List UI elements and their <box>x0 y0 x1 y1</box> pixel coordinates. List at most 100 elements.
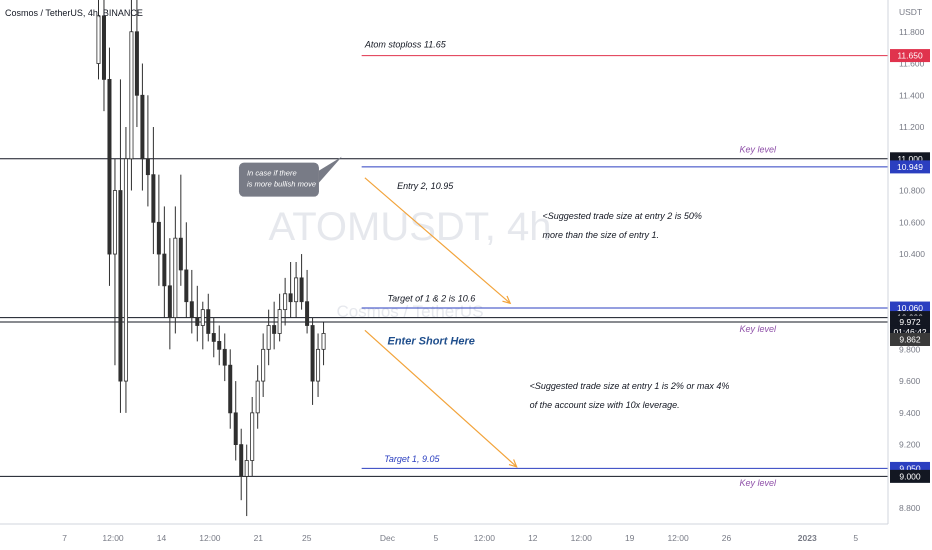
candle-body <box>217 340 222 350</box>
y-tick-label: 11.600 <box>899 59 925 69</box>
x-tick-label: 12 <box>528 533 538 543</box>
arrow <box>364 329 518 468</box>
price-tag-label: 10.949 <box>897 162 923 172</box>
candle-body <box>178 237 183 271</box>
watermark-symbol: ATOMUSDT, 4h <box>268 205 551 249</box>
candle <box>184 222 189 318</box>
price-tag-label: 11.000 <box>897 154 923 164</box>
candle <box>217 325 222 366</box>
annotation-text: Key level <box>739 478 777 488</box>
x-tick-label: 12:00 <box>102 533 124 543</box>
candle-body <box>222 348 227 366</box>
candle-body <box>294 277 299 303</box>
candle-body <box>266 325 271 350</box>
candle-body <box>134 31 139 96</box>
y-tick-label: 10.600 <box>899 217 925 227</box>
y-tick-label: 9.200 <box>899 440 921 450</box>
x-tick-label: 12:00 <box>571 533 593 543</box>
annotation-text: Atom stoploss 11.65 <box>364 40 447 50</box>
candle-body <box>310 325 315 382</box>
callout: In case if there is more bullish move <box>238 156 342 197</box>
watermark: ATOMUSDT, 4h Cosmos / TetherUS <box>268 205 551 321</box>
candle <box>107 47 112 286</box>
y-tick-label: 9.800 <box>899 344 921 354</box>
price-tag-box <box>890 332 930 346</box>
candle <box>294 262 299 318</box>
candle <box>250 396 255 477</box>
annotation-text: of the account size with 10x leverage. <box>530 400 680 410</box>
price-tag: 9.972 <box>890 315 930 329</box>
callout-pointer <box>318 156 342 183</box>
candle <box>228 349 233 429</box>
candle-body <box>277 309 282 334</box>
chart-title: Cosmos / TetherUS, 4h, BINANCE <box>5 8 143 18</box>
candle <box>167 238 172 350</box>
price-axis[interactable]: 11.800 11.600 11.400 11.200 10.800 10.600 10.4… <box>899 27 925 513</box>
candle <box>299 254 304 310</box>
candle-body <box>173 237 178 318</box>
time-axis[interactable]: 7 12:00 14 12:00 21 25 Dec 5 12:00 12 12:00 19 12:00… <box>62 533 858 543</box>
x-tick-label: 21 <box>254 533 264 543</box>
arrow-shaft <box>364 329 518 468</box>
candle-body <box>244 460 249 477</box>
x-tick-label: 2023 <box>798 533 817 543</box>
candle <box>283 277 288 326</box>
y-tick-label: 9.400 <box>899 408 921 418</box>
candle <box>310 317 315 405</box>
x-tick-label: Dec <box>380 533 396 543</box>
y-tick-label: 11.200 <box>899 122 925 132</box>
candle-body <box>200 309 205 326</box>
candle <box>129 0 134 191</box>
candle-body <box>118 190 123 382</box>
candle-body <box>101 15 106 80</box>
candle-body <box>305 301 310 326</box>
candle <box>156 174 161 286</box>
candle-body <box>107 78 112 255</box>
candle-body <box>123 158 128 382</box>
price-tag: 9.000 <box>890 469 930 483</box>
candle <box>239 428 244 501</box>
candle <box>200 301 205 350</box>
arrow-head <box>502 295 512 305</box>
price-tag-label: 11.650 <box>897 51 923 61</box>
candle <box>101 0 106 112</box>
candle <box>261 333 266 397</box>
candle-body <box>96 15 101 64</box>
x-tick-label: 12:00 <box>667 533 689 543</box>
candle-body <box>255 380 260 414</box>
y-tick-label: 11.400 <box>899 90 925 100</box>
y-tick-label: 9.600 <box>899 376 921 386</box>
candle <box>272 301 277 350</box>
candle-body <box>189 301 194 318</box>
candle <box>244 444 249 517</box>
candle <box>173 206 178 334</box>
candle <box>255 365 260 429</box>
price-tag-box <box>890 469 930 483</box>
candle-body <box>299 277 304 303</box>
candle <box>321 322 326 366</box>
y-tick-label: 10.800 <box>899 186 925 196</box>
candle <box>145 95 150 207</box>
candle-body <box>167 285 172 318</box>
candle <box>195 285 200 342</box>
candle-body <box>195 317 200 326</box>
candle <box>316 333 321 397</box>
price-tags: 11.65011.00010.94910.06010.0009.97201:46… <box>890 49 930 483</box>
candle-body <box>162 253 167 287</box>
projection-arrows <box>364 177 518 468</box>
candle <box>211 317 216 358</box>
candle-body <box>156 221 161 255</box>
callout-text: is more bullish move <box>247 180 316 189</box>
price-tag-box <box>890 49 930 63</box>
candle <box>112 158 117 366</box>
price-tag-label: 9.972 <box>899 317 921 327</box>
candle <box>162 206 167 318</box>
x-tick-label: 12:00 <box>474 533 496 543</box>
price-tag-label: 9.862 <box>899 334 921 344</box>
annotation-text: <Suggested trade size at entry 2 is 50% <box>542 211 701 221</box>
annotation-text: <Suggested trade size at entry 1 is 2% o… <box>530 381 730 391</box>
annotation-text: more than the size of entry 1. <box>542 230 659 240</box>
candle-body <box>283 293 288 311</box>
